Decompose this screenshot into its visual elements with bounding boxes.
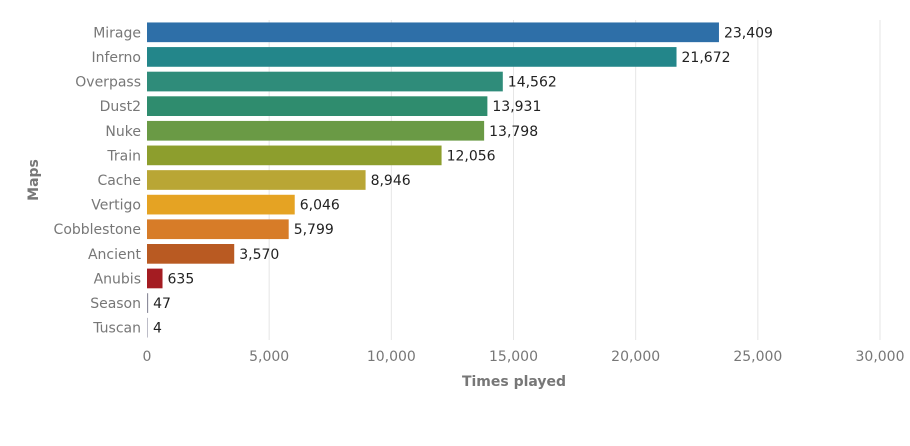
- category-label: Vertigo: [91, 198, 141, 214]
- x-axis-ticks: 0 5,000 10,000 15,000 20,000 25,000 30,000: [143, 349, 905, 365]
- bar-dust2[interactable]: [147, 96, 488, 116]
- bar-vertigo[interactable]: [147, 194, 295, 215]
- bar-anubis[interactable]: [147, 268, 163, 289]
- category-label: Nuke: [105, 124, 141, 140]
- data-label: 4: [153, 321, 162, 337]
- data-label: 21,672: [682, 50, 731, 66]
- x-tick-label: 15,000: [489, 349, 538, 365]
- data-label: 13,798: [489, 124, 538, 140]
- x-tick-label: 0: [143, 349, 152, 365]
- category-label: Season: [90, 296, 141, 312]
- data-label: 12,056: [447, 148, 496, 164]
- bar-mirage[interactable]: [147, 22, 719, 43]
- data-label: 47: [153, 296, 171, 312]
- y-axis-title: Maps: [26, 159, 42, 201]
- category-label: Ancient: [88, 247, 142, 263]
- bar-overpass[interactable]: [147, 71, 503, 92]
- x-tick-label: 10,000: [367, 349, 416, 365]
- category-label: Dust2: [100, 99, 141, 115]
- bar-tuscan[interactable]: [147, 317, 148, 338]
- bar-train[interactable]: [147, 145, 442, 166]
- data-label: 3,570: [239, 247, 279, 263]
- data-label: 635: [168, 271, 195, 287]
- bar-inferno[interactable]: [147, 47, 677, 67]
- category-label: Overpass: [75, 75, 141, 91]
- x-tick-label: 20,000: [611, 349, 660, 365]
- bar-nuke[interactable]: [147, 120, 485, 141]
- x-tick-label: 5,000: [249, 349, 289, 365]
- bar-cobblestone[interactable]: [147, 219, 289, 240]
- category-label: Train: [106, 148, 141, 164]
- data-label: 6,046: [300, 198, 340, 214]
- category-label: Cobblestone: [54, 222, 141, 238]
- category-label: Inferno: [92, 50, 142, 66]
- x-axis-title: Times played: [462, 374, 566, 390]
- data-label: 14,562: [508, 75, 557, 91]
- data-labels: 23,409 21,672 14,562 13,931 13,798 12,056 8,94…: [153, 25, 773, 336]
- category-label: Mirage: [93, 25, 141, 41]
- x-tick-label: 30,000: [856, 349, 905, 365]
- category-labels: Mirage Inferno Overpass Dust2 Nuke Train Cache…: [54, 25, 142, 336]
- bars: [147, 22, 719, 338]
- x-tick-label: 25,000: [733, 349, 782, 365]
- data-label: 23,409: [724, 25, 773, 41]
- bar-ancient[interactable]: [147, 244, 235, 264]
- data-label: 8,946: [371, 173, 411, 189]
- category-label: Cache: [97, 173, 141, 189]
- bar-cache[interactable]: [147, 170, 366, 190]
- data-label: 5,799: [294, 222, 334, 238]
- bar-season[interactable]: [147, 293, 149, 313]
- category-label: Tuscan: [92, 321, 141, 337]
- data-label: 13,931: [492, 99, 541, 115]
- category-label: Anubis: [94, 271, 141, 287]
